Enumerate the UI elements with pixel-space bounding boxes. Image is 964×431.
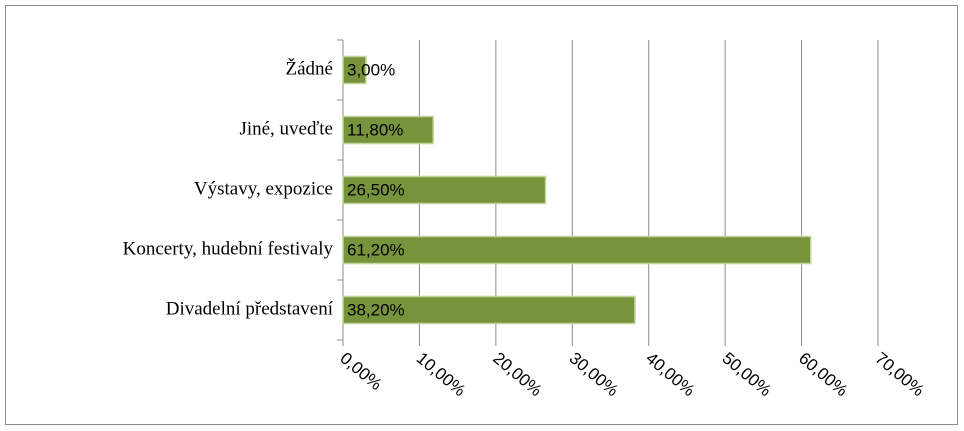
y-tick-label: Koncerty, hudební festivaly	[123, 238, 334, 259]
y-tick-label: Divadelní představení	[166, 298, 334, 319]
bar	[342, 55, 367, 85]
bar	[342, 295, 636, 325]
chart-border	[5, 5, 958, 425]
value-label: 26,50%	[347, 180, 405, 199]
bar	[342, 115, 434, 145]
value-label: 11,80%	[347, 120, 403, 139]
y-tick-label: Výstavy, expozice	[194, 178, 333, 199]
y-tick-label: Žádné	[286, 57, 333, 79]
value-label: 61,20%	[347, 240, 405, 259]
bar	[342, 175, 547, 205]
bar	[342, 235, 812, 265]
value-label: 38,20%	[347, 300, 405, 319]
value-label: 3,00%	[347, 60, 395, 79]
y-tick-label: Jiné, uveďte	[239, 118, 333, 139]
